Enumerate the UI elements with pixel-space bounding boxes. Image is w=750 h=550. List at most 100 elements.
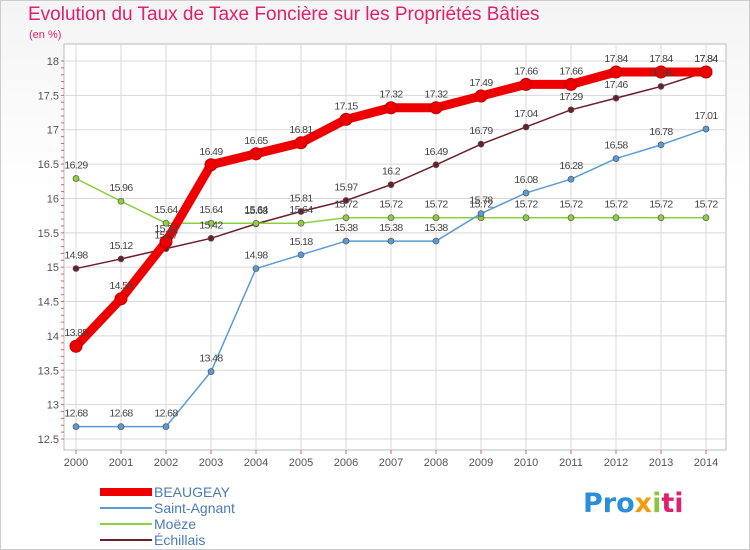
data-label: 16.79 xyxy=(469,125,493,137)
data-point xyxy=(387,214,395,222)
data-point xyxy=(72,175,80,182)
data-point xyxy=(612,214,620,222)
y-tick-label: 14.5 xyxy=(38,297,59,309)
data-label: 15.97 xyxy=(334,182,358,194)
data-point xyxy=(342,237,350,245)
data-label: 15.12 xyxy=(109,240,133,252)
data-label: 15.18 xyxy=(289,236,313,248)
data-label: 12.68 xyxy=(154,408,178,420)
data-point xyxy=(249,147,263,161)
data-label: 15.96 xyxy=(109,182,133,194)
data-point xyxy=(567,106,575,114)
data-label: 16.08 xyxy=(514,174,538,186)
data-label: 14.98 xyxy=(64,250,88,262)
legend-item: Moëze xyxy=(100,516,196,532)
legend-item: Échillais xyxy=(100,532,205,548)
x-tick-label: 2013 xyxy=(649,457,673,469)
data-point xyxy=(297,251,305,259)
data-label: 15.72 xyxy=(334,199,358,211)
data-label: 17.63 xyxy=(649,67,673,79)
data-label: 15.64 xyxy=(154,204,178,216)
y-tick-label: 15.5 xyxy=(38,228,59,240)
proxiti-logo: Proxiti xyxy=(583,488,684,519)
data-label: 15.72 xyxy=(604,199,628,211)
data-point xyxy=(432,161,440,169)
data-point xyxy=(342,197,350,204)
data-label: 16.65 xyxy=(244,135,268,147)
data-point xyxy=(612,94,620,102)
data-label: 17.46 xyxy=(604,79,628,91)
data-label: 15.72 xyxy=(559,199,583,211)
y-tick-label: 18 xyxy=(47,56,59,68)
data-label: 15.63 xyxy=(244,205,268,217)
data-point xyxy=(297,208,305,215)
legend-swatch xyxy=(100,523,152,525)
data-label: 16.81 xyxy=(289,124,313,136)
data-point xyxy=(117,423,125,430)
y-tick-label: 13 xyxy=(47,400,59,412)
y-tick-label: 12.5 xyxy=(38,434,59,446)
data-point xyxy=(207,368,215,375)
data-point xyxy=(519,77,533,91)
logo-part: x xyxy=(634,488,653,519)
data-point xyxy=(207,219,215,227)
x-tick-label: 2007 xyxy=(379,457,403,469)
data-label: 17.66 xyxy=(559,65,583,77)
data-point xyxy=(72,265,80,272)
data-label: 15.64 xyxy=(289,204,313,216)
data-point xyxy=(252,265,260,272)
legend-swatch xyxy=(100,488,152,496)
data-label: 13.85 xyxy=(64,327,88,339)
data-label: 16.28 xyxy=(559,160,583,172)
y-tick-label: 14 xyxy=(47,331,59,343)
data-label: 17.32 xyxy=(424,89,448,101)
data-label: 15.72 xyxy=(514,199,538,211)
data-label: 15.72 xyxy=(694,199,718,211)
data-point xyxy=(429,101,443,115)
data-label: 16.49 xyxy=(199,146,223,158)
legend-label: Moëze xyxy=(154,516,197,532)
data-point xyxy=(612,155,620,162)
data-label: 17.84 xyxy=(694,53,718,65)
x-tick-label: 2004 xyxy=(244,457,268,469)
data-point xyxy=(432,214,440,222)
x-tick-label: 2005 xyxy=(289,457,313,469)
data-point xyxy=(657,214,665,222)
data-point xyxy=(702,125,710,133)
data-label: 15.72 xyxy=(649,199,673,211)
data-label: 15.64 xyxy=(199,204,223,216)
data-point xyxy=(699,65,713,79)
data-label: 17.04 xyxy=(514,108,538,120)
data-label: 17.49 xyxy=(469,77,493,89)
data-point xyxy=(297,219,305,227)
data-point xyxy=(432,237,440,245)
data-label: 15.72 xyxy=(424,199,448,211)
data-label: 12.68 xyxy=(109,408,133,420)
x-tick-label: 2011 xyxy=(559,457,583,469)
data-label: 16.49 xyxy=(424,146,448,158)
data-label: 15.38 xyxy=(424,222,448,234)
unit-label: (en %) xyxy=(29,29,62,41)
data-label: 17.66 xyxy=(514,65,538,77)
data-label: 15.38 xyxy=(334,222,358,234)
data-label: 17.29 xyxy=(559,91,583,103)
x-tick-label: 2010 xyxy=(514,457,538,469)
data-point xyxy=(204,158,218,172)
x-tick-label: 2012 xyxy=(604,457,628,469)
y-tick-label: 13.5 xyxy=(38,365,59,377)
data-point xyxy=(117,255,125,263)
data-point xyxy=(117,197,125,205)
data-point xyxy=(567,214,575,222)
data-label: 17.01 xyxy=(694,110,718,122)
x-tick-label: 2008 xyxy=(424,457,448,469)
data-label: 17.15 xyxy=(334,100,358,112)
page-title: Evolution du Taux de Taxe Foncière sur l… xyxy=(28,4,540,25)
data-label: 16.2 xyxy=(382,166,401,178)
y-tick-label: 16 xyxy=(47,193,59,205)
data-point xyxy=(207,234,215,242)
legend-label: BEAUGEAY xyxy=(154,484,230,500)
data-label: 15.42 xyxy=(199,219,223,231)
legend-swatch xyxy=(100,539,152,541)
data-point xyxy=(522,189,530,197)
logo-part: i xyxy=(652,488,662,519)
